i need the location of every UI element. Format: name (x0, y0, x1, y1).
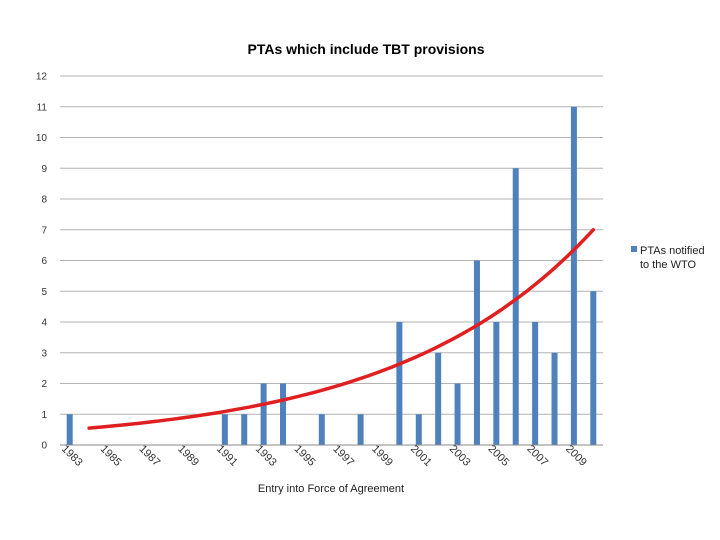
bar (241, 414, 248, 445)
y-tick-label: 5 (41, 287, 47, 298)
y-tick-label: 9 (41, 164, 47, 175)
chart-title: PTAs which include TBT provisions (248, 41, 485, 57)
bar (570, 106, 577, 445)
y-tick-label: 12 (36, 72, 48, 83)
gridlines (60, 75, 603, 415)
legend-label-line-2: to the WTO (640, 259, 696, 271)
bar (357, 414, 364, 445)
y-tick-label: 2 (41, 379, 47, 390)
bar (435, 352, 442, 445)
x-axis-title: Entry into Force of Agreement (258, 483, 404, 495)
x-tick-label: 1999 (369, 443, 395, 469)
y-tick-label: 4 (41, 318, 47, 329)
x-tick-label: 1993 (253, 443, 279, 469)
bar (415, 414, 422, 445)
bar (473, 260, 480, 445)
bar (454, 383, 461, 445)
x-tick-label: 1985 (98, 443, 124, 469)
x-tick-label: 1987 (136, 443, 162, 469)
x-tick-label: 2003 (447, 443, 473, 469)
bar (221, 414, 228, 445)
legend-label: PTAs notified to the WTO (640, 245, 708, 271)
bars (66, 106, 597, 445)
bar (512, 168, 519, 445)
legend-label-line-1: PTAs notified (640, 245, 705, 257)
legend-swatch (631, 246, 637, 252)
y-tick-label: 6 (41, 256, 47, 267)
x-tick-label: 1991 (214, 443, 240, 469)
x-tick-label: 1989 (175, 443, 201, 469)
y-tick-label: 10 (36, 133, 48, 144)
x-tick-label: 1983 (59, 443, 85, 469)
bar (66, 414, 73, 445)
legend: PTAs notified to the WTO (631, 245, 708, 271)
bar (396, 322, 403, 445)
bar (493, 322, 500, 445)
y-tick-label: 1 (41, 410, 47, 421)
bar (318, 414, 325, 445)
x-tick-label: 1995 (292, 443, 318, 469)
x-tick-label: 2005 (486, 443, 512, 469)
bar (590, 291, 597, 445)
y-tick-label: 7 (41, 225, 47, 236)
bar (260, 383, 267, 445)
y-tick-label: 8 (41, 195, 47, 206)
x-tick-label: 2009 (563, 443, 589, 469)
trendline (87, 228, 596, 430)
x-tick-label: 1997 (330, 443, 356, 469)
x-tick-label: 2007 (524, 443, 550, 469)
bar (280, 383, 287, 445)
x-tick-label: 2001 (408, 443, 434, 469)
y-tick-label: 3 (41, 348, 47, 359)
bar (532, 322, 539, 445)
y-tick-label: 11 (37, 102, 48, 113)
x-axis-ticks: 1983 1985 1987 1989 1991 1993 1995 1997 1999 2001… (59, 443, 589, 469)
bar (551, 352, 558, 445)
y-tick-label: 0 (41, 441, 47, 452)
